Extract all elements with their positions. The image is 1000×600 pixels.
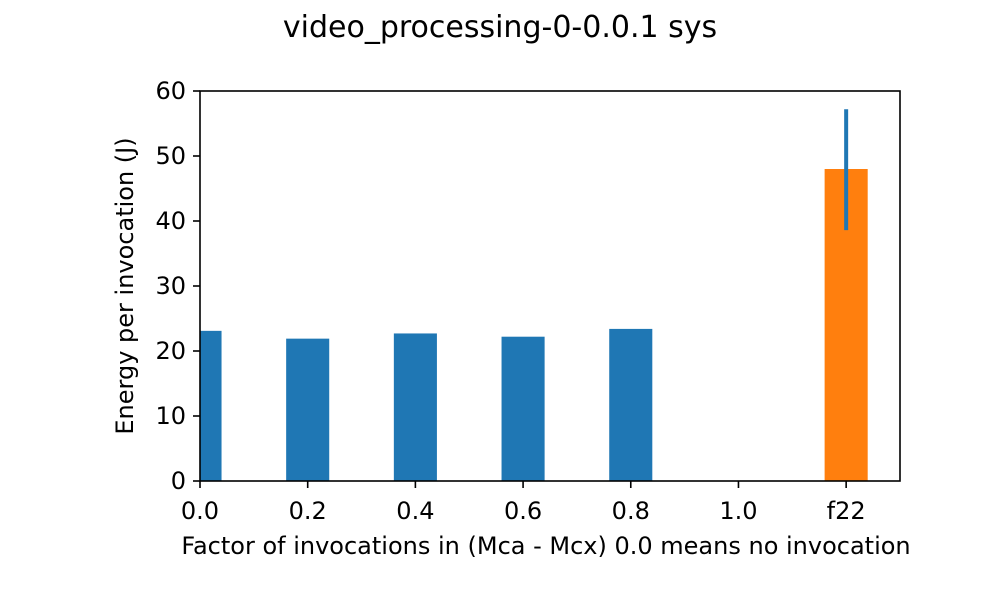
y-tick-label-2: 20 — [155, 337, 186, 365]
x-tick-label-4: 0.8 — [612, 497, 650, 525]
bar-0-2 — [393, 333, 437, 481]
bars — [200, 169, 868, 481]
x-tick-label-5: 1.0 — [719, 497, 757, 525]
x-tick-label-3: 0.6 — [504, 497, 542, 525]
y-tick-label-1: 10 — [155, 402, 186, 430]
chart-title: video_processing-0-0.0.1 sys — [283, 10, 717, 45]
bar-0-4 — [609, 328, 653, 481]
bar-0-3 — [501, 336, 545, 481]
x-axis-label: Factor of invocations in (Mca - Mcx) 0.0… — [181, 532, 910, 560]
y-tick-label-5: 50 — [155, 142, 186, 170]
y-axis-label: Energy per invocation (J) — [111, 137, 139, 434]
bar-0-0 — [200, 330, 222, 481]
y-tick-label-4: 40 — [155, 207, 186, 235]
x-tick-label-1: 0.2 — [289, 497, 327, 525]
x-tick-label-6: f22 — [827, 497, 866, 525]
x-tick-label-2: 0.4 — [396, 497, 434, 525]
y-tick-label-0: 0 — [171, 467, 186, 495]
bar-0-1 — [286, 338, 330, 481]
x-tick-label-0: 0.0 — [181, 497, 219, 525]
axes: 0.0 0.2 0.4 0.6 0.8 1.0 f22 0 10 20 30 40 50 60 — [155, 77, 901, 525]
y-tick-label-6: 60 — [155, 77, 186, 105]
y-tick-label-3: 30 — [155, 272, 186, 300]
